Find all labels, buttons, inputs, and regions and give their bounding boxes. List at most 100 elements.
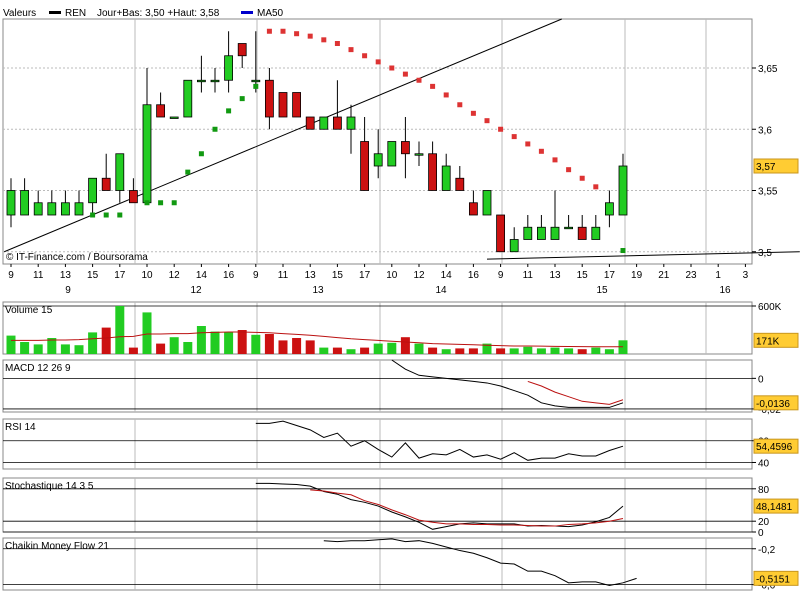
candle-body xyxy=(373,153,383,167)
candle-body xyxy=(169,116,179,119)
sar-dot xyxy=(294,31,300,37)
sar-dot xyxy=(253,83,259,89)
indicator-line-1 xyxy=(310,489,624,527)
panel-frame xyxy=(2,359,753,413)
volume-bar xyxy=(496,348,506,354)
sar-dot xyxy=(430,83,436,89)
sar-dot xyxy=(511,134,517,140)
volume-bar xyxy=(292,338,302,354)
x-day-label: 13 xyxy=(549,270,561,281)
header-ticker: REN xyxy=(65,8,86,19)
volume-bar xyxy=(482,343,492,354)
volume-bar xyxy=(332,347,342,354)
volume-bar xyxy=(428,347,438,354)
sar-dot xyxy=(470,110,476,116)
volume-bar xyxy=(509,348,519,354)
candle-body xyxy=(278,92,288,118)
sar-dot xyxy=(443,92,449,98)
candle-body xyxy=(264,79,274,118)
x-day-label: 11 xyxy=(523,270,534,281)
volume-bar xyxy=(20,342,30,354)
last-value-label: 54,4596 xyxy=(756,442,793,453)
sar-dot xyxy=(90,212,96,218)
volume-bar xyxy=(251,334,261,354)
candle-body xyxy=(305,116,315,130)
x-day-label: 19 xyxy=(631,270,643,281)
volume-bar xyxy=(196,326,206,354)
last-value-label: 171K xyxy=(756,336,780,347)
watermark: © IT-Finance.com / Boursorama xyxy=(6,252,148,263)
candle-body xyxy=(537,226,546,240)
last-value-label: -0,5151 xyxy=(756,574,790,585)
volume-bar xyxy=(373,343,383,354)
x-day-label: 16 xyxy=(468,270,480,281)
x-day-label: 16 xyxy=(223,270,235,281)
volume-bar xyxy=(128,347,138,354)
x-day-label: 17 xyxy=(604,270,616,281)
trendline xyxy=(4,18,562,253)
volume-bar xyxy=(346,349,356,354)
x-day-label: 21 xyxy=(658,270,670,281)
panel-title: Volume 15 xyxy=(5,305,53,316)
last-value-label: 3,57 xyxy=(756,162,776,173)
candle-body xyxy=(183,79,193,118)
x-day-label: 15 xyxy=(87,270,99,281)
volume-bar xyxy=(319,347,329,354)
panel-title: RSI 14 xyxy=(5,422,36,433)
x-day-label: 13 xyxy=(305,270,317,281)
sar-dot xyxy=(498,126,504,132)
marks-layer xyxy=(4,18,800,587)
y-tick-label: -0,02 xyxy=(758,405,781,416)
x-day-label: 11 xyxy=(278,270,289,281)
volume-bar xyxy=(591,347,601,354)
sar-dot xyxy=(144,200,150,206)
sar-dot xyxy=(185,169,191,175)
grid-layer xyxy=(2,18,756,591)
candle-body xyxy=(523,226,533,240)
last-value-box xyxy=(753,332,799,348)
sar-dot xyxy=(103,212,109,218)
candle-body xyxy=(319,116,329,130)
volume-ma-line xyxy=(11,331,623,348)
x-month-label: 9 xyxy=(65,285,71,296)
labels-layer: Volume 15 MACD 12 26 9 RSI 14 Stochastique … xyxy=(5,64,799,592)
panel-title: MACD 12 26 9 xyxy=(5,363,71,374)
x-day-label: 3 xyxy=(743,270,749,281)
x-month-label: 12 xyxy=(190,285,202,296)
candle-body xyxy=(441,165,451,191)
x-day-label: 12 xyxy=(413,270,425,281)
panel-frame xyxy=(2,537,753,591)
candle-body xyxy=(115,153,125,191)
x-day-label: 17 xyxy=(114,270,126,281)
y-tick-label: 40 xyxy=(758,458,770,469)
sar-dot xyxy=(171,200,177,206)
sar-dot xyxy=(552,157,558,163)
candle-body xyxy=(605,202,614,216)
sar-dot xyxy=(566,167,572,173)
sar-dot xyxy=(198,151,204,157)
sar-dot xyxy=(266,28,272,34)
volume-bar xyxy=(169,337,179,354)
x-day-label: 1 xyxy=(715,270,721,281)
candle-body xyxy=(428,153,438,191)
candle-body xyxy=(74,202,84,216)
y-tick-label: 3,55 xyxy=(758,187,778,198)
sar-dot xyxy=(525,141,531,147)
candle-body xyxy=(237,43,247,57)
volume-bar xyxy=(6,335,16,354)
x-month-label: 14 xyxy=(435,285,447,296)
candle-body xyxy=(196,79,206,83)
x-day-label: 15 xyxy=(577,270,589,281)
y-tick-label: 80 xyxy=(758,485,770,496)
candle-body xyxy=(20,190,30,216)
y-tick-label: 600K xyxy=(758,302,782,313)
y-tick-label: 20 xyxy=(758,517,770,528)
candle-body xyxy=(210,79,220,83)
candle-body xyxy=(577,226,587,240)
sar-dot xyxy=(307,33,313,39)
candle-body xyxy=(346,116,356,130)
panel-title: Stochastique 14 3 5 xyxy=(5,481,94,492)
x-day-label: 10 xyxy=(386,270,398,281)
sar-dot xyxy=(280,28,286,34)
indicator-line-0 xyxy=(255,482,624,530)
